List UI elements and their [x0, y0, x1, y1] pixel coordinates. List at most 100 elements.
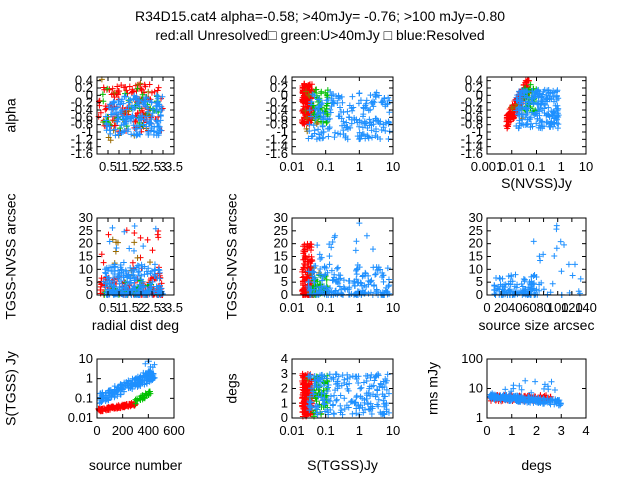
data-point: [337, 104, 344, 111]
data-point: [111, 383, 118, 390]
data-point: [356, 123, 363, 130]
data-point: [339, 291, 346, 298]
data-point: [323, 119, 330, 126]
data-point: [368, 371, 375, 378]
data-point: [114, 273, 121, 280]
data-point: [353, 373, 360, 380]
data-point: [317, 271, 324, 278]
data-point: [300, 256, 307, 263]
data-point: [136, 268, 143, 275]
data-point: [361, 282, 368, 289]
data-point: [526, 279, 533, 286]
y-tick-label: 20: [79, 236, 93, 251]
data-point: [96, 400, 103, 407]
x-axis-label: source size arcsec: [479, 317, 595, 333]
data-point: [333, 396, 340, 403]
data-point: [299, 266, 306, 273]
data-point: [372, 93, 379, 100]
data-point: [138, 116, 145, 123]
data-point: [377, 118, 384, 125]
data-point: [503, 122, 510, 129]
data-point: [373, 372, 380, 379]
data-point: [554, 87, 561, 94]
data-point: [328, 244, 335, 251]
data-point: [105, 231, 112, 238]
data-point: [385, 390, 392, 397]
data-point: [523, 111, 530, 118]
data-point: [313, 406, 320, 413]
data-point: [315, 393, 322, 400]
y-tick-label: -1.2: [461, 131, 483, 146]
data-point: [145, 88, 152, 95]
data-point: [360, 113, 367, 120]
data-point: [541, 86, 548, 93]
data-point: [319, 397, 326, 404]
data-point: [334, 378, 341, 385]
data-point: [306, 107, 313, 114]
data-point: [543, 98, 550, 105]
data-point: [383, 386, 390, 393]
data-point: [302, 107, 309, 114]
data-point: [141, 101, 148, 108]
data-point: [307, 372, 314, 379]
data-point: [100, 98, 107, 105]
data-point: [355, 380, 362, 387]
x-tick-label: 200: [112, 423, 134, 438]
data-point: [371, 377, 378, 384]
data-point: [109, 236, 116, 243]
data-point: [553, 114, 560, 121]
y-tick-label: 0.01: [68, 410, 93, 425]
y-tick-label: 5: [281, 274, 288, 289]
data-point: [327, 285, 334, 292]
data-point: [370, 103, 377, 110]
data-point: [148, 89, 155, 96]
data-point: [518, 121, 525, 128]
data-point: [346, 102, 353, 109]
data-point: [139, 91, 146, 98]
data-point: [539, 400, 546, 407]
data-point: [370, 246, 377, 253]
data-point: [503, 116, 510, 123]
data-point: [318, 283, 325, 290]
data-point: [372, 271, 379, 278]
data-point: [122, 281, 129, 288]
y-tick-label: 10: [79, 261, 93, 276]
x-tick-label: 10: [386, 300, 400, 315]
data-point: [337, 272, 344, 279]
x-tick-label: 600: [163, 423, 185, 438]
data-point: [153, 102, 160, 109]
data-point: [311, 274, 318, 281]
data-point: [330, 410, 337, 417]
data-point: [340, 284, 347, 291]
data-point: [554, 110, 561, 117]
x-tick-label: 0: [93, 423, 100, 438]
data-point: [153, 132, 160, 139]
y-tick-label: 0.2: [75, 80, 93, 95]
data-point: [510, 288, 517, 295]
data-point: [123, 268, 130, 275]
data-point: [318, 101, 325, 108]
data-point: [155, 266, 162, 273]
data-point: [299, 394, 306, 401]
data-point: [359, 124, 366, 131]
data-point: [380, 272, 387, 279]
data-point: [105, 267, 112, 274]
data-point: [366, 116, 373, 123]
data-point: [550, 109, 557, 116]
data-point: [114, 83, 121, 90]
data-point: [111, 271, 118, 278]
data-point: [557, 400, 564, 407]
data-point: [327, 398, 334, 405]
data-point: [154, 275, 161, 282]
data-point: [359, 273, 366, 280]
scatter-panel-1: 0.511.522.533.50.40.20-0.2-0.4-0.6-0.8-1…: [3, 73, 183, 174]
data-point: [118, 385, 125, 392]
data-point: [308, 241, 315, 248]
data-point: [331, 271, 338, 278]
data-point: [353, 392, 360, 399]
data-point: [150, 128, 157, 135]
data-point: [521, 396, 528, 403]
data-point: [368, 134, 375, 141]
